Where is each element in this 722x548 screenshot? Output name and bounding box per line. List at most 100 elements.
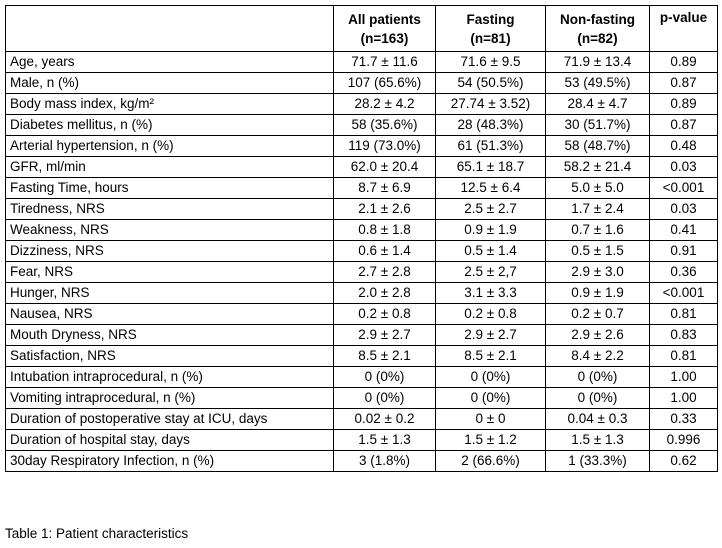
- non-fasting-cell: 1.7 ± 2.4: [545, 198, 650, 220]
- fasting-cell: 2.9 ± 2.7: [435, 324, 546, 346]
- row-label-cell: 30day Respiratory Infection, n (%): [5, 450, 334, 472]
- p-value-cell: 0.89: [649, 93, 718, 115]
- non-fasting-cell: 0 (0%): [545, 387, 650, 409]
- p-value-cell: 0.87: [649, 72, 718, 94]
- all-patients-cell: 3 (1.8%): [333, 450, 436, 472]
- row-label-cell: Male, n (%): [5, 72, 334, 94]
- p-value-cell: 0.81: [649, 345, 718, 367]
- table-row: Fear, NRS 2.7 ± 2.8 2.5 ± 2,7 2.9 ± 3.0 0.36: [5, 261, 718, 283]
- non-fasting-cell: 0 (0%): [545, 366, 650, 388]
- table-caption: Table 1: Patient characteristics: [5, 526, 189, 541]
- row-label-cell: Vomiting intraprocedural, n (%): [5, 387, 334, 409]
- non-fasting-cell: 0.9 ± 1.9: [545, 282, 650, 304]
- non-fasting-cell: 30 (51.7%): [545, 114, 650, 136]
- fasting-cell: 28 (48.3%): [435, 114, 546, 136]
- non-fasting-cell: 0.7 ± 1.6: [545, 219, 650, 241]
- patient-characteristics-table: All patients (n=163) Fasting (n=81) Non-fa…: [5, 5, 718, 472]
- table-row: Duration of postoperative stay at ICU, d…: [5, 408, 718, 430]
- table-row: Age, years 71.7 ± 11.6 71.6 ± 9.5 71.9 ± 13…: [5, 51, 718, 73]
- non-fasting-cell: 1 (33.3%): [545, 450, 650, 472]
- row-label-cell: Diabetes mellitus, n (%): [5, 114, 334, 136]
- table-row: Tiredness, NRS 2.1 ± 2.6 2.5 ± 2.7 1.7 ± 2.…: [5, 198, 718, 220]
- all-patients-cell: 2.1 ± 2.6: [333, 198, 436, 220]
- non-fasting-cell: 2.9 ± 3.0: [545, 261, 650, 283]
- non-fasting-cell: 8.4 ± 2.2: [545, 345, 650, 367]
- non-fasting-cell: 58 (48.7%): [545, 135, 650, 157]
- table-row: Hunger, NRS 2.0 ± 2.8 3.1 ± 3.3 0.9 ± 1.9 <0…: [5, 282, 718, 304]
- row-label-cell: Tiredness, NRS: [5, 198, 334, 220]
- table-row: Vomiting intraprocedural, n (%) 0 (0%) 0 (…: [5, 387, 718, 409]
- table-row: GFR, ml/min 62.0 ± 20.4 65.1 ± 18.7 58.2 ± …: [5, 156, 718, 178]
- table-row: 30day Respiratory Infection, n (%) 3 (1.8…: [5, 450, 718, 472]
- row-label-cell: Age, years: [5, 51, 334, 73]
- fasting-cell: 27.74 ± 3.52): [435, 93, 546, 115]
- table-row: Mouth Dryness, NRS 2.9 ± 2.7 2.9 ± 2.7 2.9 …: [5, 324, 718, 346]
- p-value-cell: 0.33: [649, 408, 718, 430]
- row-label-cell: Arterial hypertension, n (%): [5, 135, 334, 157]
- header-p-value: p-value: [649, 5, 718, 52]
- row-label-cell: Mouth Dryness, NRS: [5, 324, 334, 346]
- non-fasting-cell: 2.9 ± 2.6: [545, 324, 650, 346]
- fasting-cell: 8.5 ± 2.1: [435, 345, 546, 367]
- p-value-cell: 0.03: [649, 156, 718, 178]
- all-patients-cell: 2.7 ± 2.8: [333, 261, 436, 283]
- non-fasting-cell: 71.9 ± 13.4: [545, 51, 650, 73]
- header-fasting: Fasting (n=81): [435, 5, 546, 52]
- fasting-cell: 0.9 ± 1.9: [435, 219, 546, 241]
- all-patients-cell: 119 (73.0%): [333, 135, 436, 157]
- all-patients-cell: 28.2 ± 4.2: [333, 93, 436, 115]
- all-patients-cell: 1.5 ± 1.3: [333, 429, 436, 451]
- fasting-cell: 1.5 ± 1.2: [435, 429, 546, 451]
- all-patients-cell: 58 (35.6%): [333, 114, 436, 136]
- table-row: Dizziness, NRS 0.6 ± 1.4 0.5 ± 1.4 0.5 ± 1.…: [5, 240, 718, 262]
- table-row: Satisfaction, NRS 8.5 ± 2.1 8.5 ± 2.1 8.4 ±…: [5, 345, 718, 367]
- all-patients-cell: 0 (0%): [333, 387, 436, 409]
- p-value-cell: 0.87: [649, 114, 718, 136]
- table-header-row: All patients (n=163) Fasting (n=81) Non-fa…: [5, 5, 718, 52]
- row-label-cell: Weakness, NRS: [5, 219, 334, 241]
- table-row: Body mass index, kg/m² 28.2 ± 4.2 27.74 ± …: [5, 93, 718, 115]
- all-patients-cell: 8.7 ± 6.9: [333, 177, 436, 199]
- table-row: Duration of hospital stay, days 1.5 ± 1.3…: [5, 429, 718, 451]
- non-fasting-cell: 53 (49.5%): [545, 72, 650, 94]
- fasting-cell: 54 (50.5%): [435, 72, 546, 94]
- fasting-cell: 2.5 ± 2.7: [435, 198, 546, 220]
- row-label-cell: Fear, NRS: [5, 261, 334, 283]
- all-patients-cell: 2.0 ± 2.8: [333, 282, 436, 304]
- all-patients-cell: 62.0 ± 20.4: [333, 156, 436, 178]
- non-fasting-cell: 5.0 ± 5.0: [545, 177, 650, 199]
- non-fasting-cell: 0.5 ± 1.5: [545, 240, 650, 262]
- all-patients-cell: 0.6 ± 1.4: [333, 240, 436, 262]
- row-label-cell: Duration of hospital stay, days: [5, 429, 334, 451]
- row-label-cell: GFR, ml/min: [5, 156, 334, 178]
- p-value-cell: 1.00: [649, 387, 718, 409]
- fasting-cell: 71.6 ± 9.5: [435, 51, 546, 73]
- all-patients-cell: 107 (65.6%): [333, 72, 436, 94]
- fasting-cell: 2.5 ± 2,7: [435, 261, 546, 283]
- p-value-cell: 0.41: [649, 219, 718, 241]
- p-value-cell: 0.996: [649, 429, 718, 451]
- row-label-cell: Body mass index, kg/m²: [5, 93, 334, 115]
- all-patients-cell: 0.8 ± 1.8: [333, 219, 436, 241]
- p-value-cell: 0.36: [649, 261, 718, 283]
- non-fasting-cell: 28.4 ± 4.7: [545, 93, 650, 115]
- fasting-cell: 2 (66.6%): [435, 450, 546, 472]
- table-row: Intubation intraprocedural, n (%) 0 (0%) 0…: [5, 366, 718, 388]
- row-label-cell: Satisfaction, NRS: [5, 345, 334, 367]
- non-fasting-cell: 0.04 ± 0.3: [545, 408, 650, 430]
- p-value-cell: 0.62: [649, 450, 718, 472]
- row-label-cell: Nausea, NRS: [5, 303, 334, 325]
- table-row: Arterial hypertension, n (%) 119 (73.0%) 6…: [5, 135, 718, 157]
- row-label-cell: Fasting Time, hours: [5, 177, 334, 199]
- fasting-cell: 0 ± 0: [435, 408, 546, 430]
- p-value-cell: <0.001: [649, 177, 718, 199]
- all-patients-cell: 8.5 ± 2.1: [333, 345, 436, 367]
- fasting-cell: 3.1 ± 3.3: [435, 282, 546, 304]
- fasting-cell: 0 (0%): [435, 387, 546, 409]
- non-fasting-cell: 58.2 ± 21.4: [545, 156, 650, 178]
- all-patients-cell: 71.7 ± 11.6: [333, 51, 436, 73]
- fasting-cell: 0.5 ± 1.4: [435, 240, 546, 262]
- fasting-cell: 12.5 ± 6.4: [435, 177, 546, 199]
- p-value-cell: 0.91: [649, 240, 718, 262]
- fasting-cell: 0 (0%): [435, 366, 546, 388]
